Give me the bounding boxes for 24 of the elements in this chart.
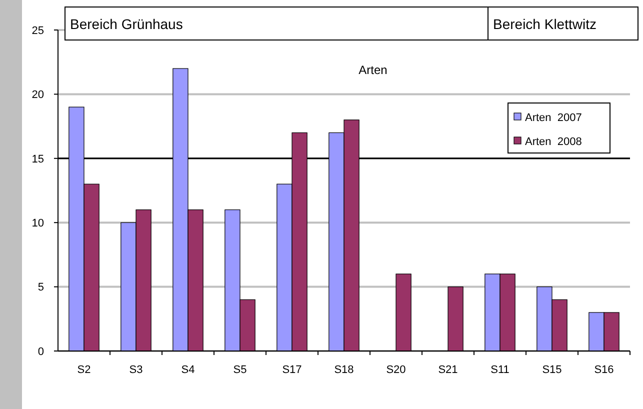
x-tick-label: S2: [77, 364, 91, 376]
y-tick-label: 20: [32, 89, 44, 102]
x-tick-label: S3: [129, 364, 143, 376]
x-tick-label: S18: [334, 364, 354, 376]
x-tick-label: S11: [490, 364, 510, 376]
legend-label: Arten 2008: [525, 136, 582, 148]
y-tick-label: 25: [32, 24, 44, 37]
y-tick-label: 0: [38, 346, 44, 358]
x-tick-label: S15: [542, 364, 562, 376]
x-tick-label: S17: [282, 364, 302, 376]
x-tick-label: S4: [181, 364, 195, 376]
header-box: Bereich Klettwitz: [488, 6, 638, 40]
y-tick-label: 5: [38, 282, 44, 294]
annotation: Bereich Klettwitz: [493, 16, 596, 32]
text: Arten: [358, 63, 388, 77]
x-tick-label: S21: [438, 364, 458, 376]
x-tick-label: S20: [386, 364, 406, 376]
y-tick-label: 10: [32, 217, 44, 230]
y-tick-label: 15: [32, 153, 44, 166]
legend-label: Arten 2007: [525, 112, 582, 124]
annotation: Bereich Grünhaus: [70, 16, 183, 32]
x-tick-label: S16: [594, 364, 614, 376]
header-box: Bereich Grünhaus: [64, 6, 488, 40]
x-tick-label: S5: [233, 364, 247, 376]
